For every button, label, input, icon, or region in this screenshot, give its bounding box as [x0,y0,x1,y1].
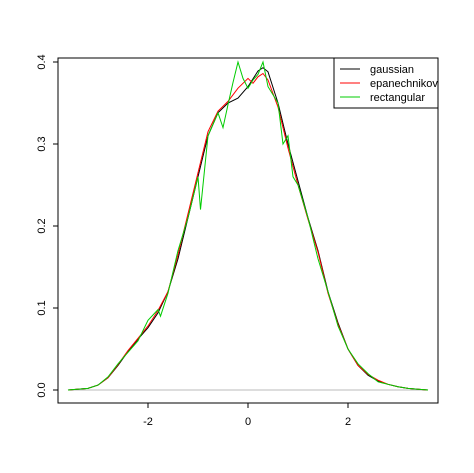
x-tick-label: 2 [345,416,351,428]
legend-label-epanechnikov: epanechnikov [370,78,438,90]
plot-frame [57,57,439,404]
legend-label-rectangular: rectangular [370,92,425,104]
series-line-gaussian [67,67,429,391]
plot-area [67,60,429,391]
y-tick-label: 0.2 [36,218,48,233]
series-line-rectangular [67,60,429,391]
y-tick-label: 0.4 [36,54,48,69]
legend-label-gaussian: gaussian [370,64,414,76]
x-tick-label: 0 [245,416,251,428]
legend: gaussian epanechnikov rectangular [333,57,439,109]
series-line-epanechnikov [67,72,429,391]
y-tick-label: 0.3 [36,136,48,151]
y-tick-label: 0.0 [36,382,48,397]
axes: -2 0 2 0.0 0.1 0.2 0.3 0.4 [36,54,351,428]
y-tick-label: 0.1 [36,300,48,315]
x-tick-label: -2 [143,416,153,428]
